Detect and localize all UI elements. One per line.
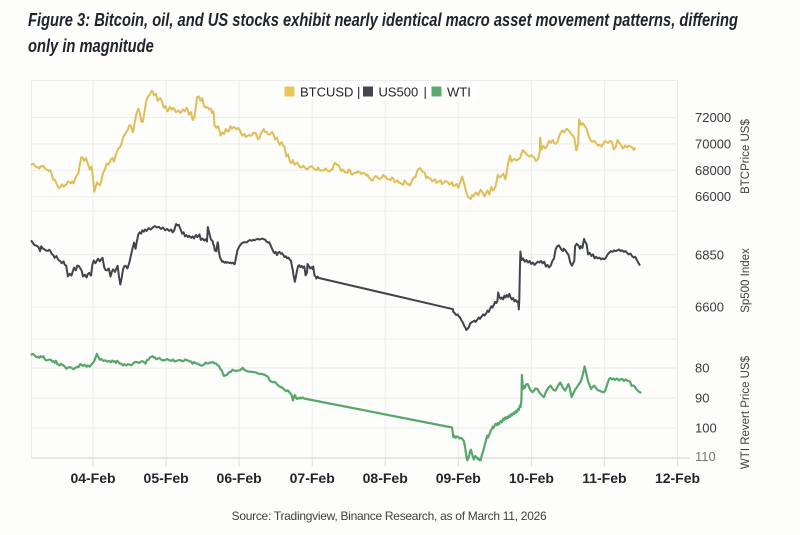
- svg-text:WTI Revert Price US$: WTI Revert Price US$: [740, 355, 752, 469]
- svg-text:BTCUSD: BTCUSD: [300, 85, 353, 100]
- svg-text:90: 90: [695, 391, 709, 406]
- svg-text:66000: 66000: [695, 189, 731, 204]
- svg-text:12-Feb: 12-Feb: [655, 470, 700, 486]
- svg-text:68000: 68000: [695, 163, 731, 178]
- svg-text:70000: 70000: [695, 136, 731, 151]
- svg-text:07-Feb: 07-Feb: [290, 470, 335, 486]
- svg-text:|: |: [424, 85, 427, 100]
- svg-text:|: |: [357, 85, 360, 100]
- svg-text:US500: US500: [379, 85, 419, 100]
- svg-text:80: 80: [695, 361, 709, 376]
- svg-text:10-Feb: 10-Feb: [509, 470, 554, 486]
- svg-text:08-Feb: 08-Feb: [363, 470, 408, 486]
- svg-text:100: 100: [695, 421, 717, 436]
- svg-text:05-Feb: 05-Feb: [144, 470, 189, 486]
- svg-text:110: 110: [695, 449, 716, 464]
- svg-text:72000: 72000: [695, 110, 731, 125]
- svg-text:BTCPrice US$: BTCPrice US$: [740, 119, 752, 194]
- svg-text:06-Feb: 06-Feb: [217, 470, 262, 486]
- svg-text:6600: 6600: [695, 300, 724, 315]
- svg-text:6850: 6850: [695, 247, 724, 262]
- svg-text:WTI: WTI: [447, 85, 471, 100]
- svg-text:Sp500 Index: Sp500 Index: [740, 248, 752, 313]
- svg-text:04-Feb: 04-Feb: [70, 470, 115, 486]
- svg-text:09-Feb: 09-Feb: [436, 470, 481, 486]
- svg-text:11-Feb: 11-Feb: [582, 470, 626, 486]
